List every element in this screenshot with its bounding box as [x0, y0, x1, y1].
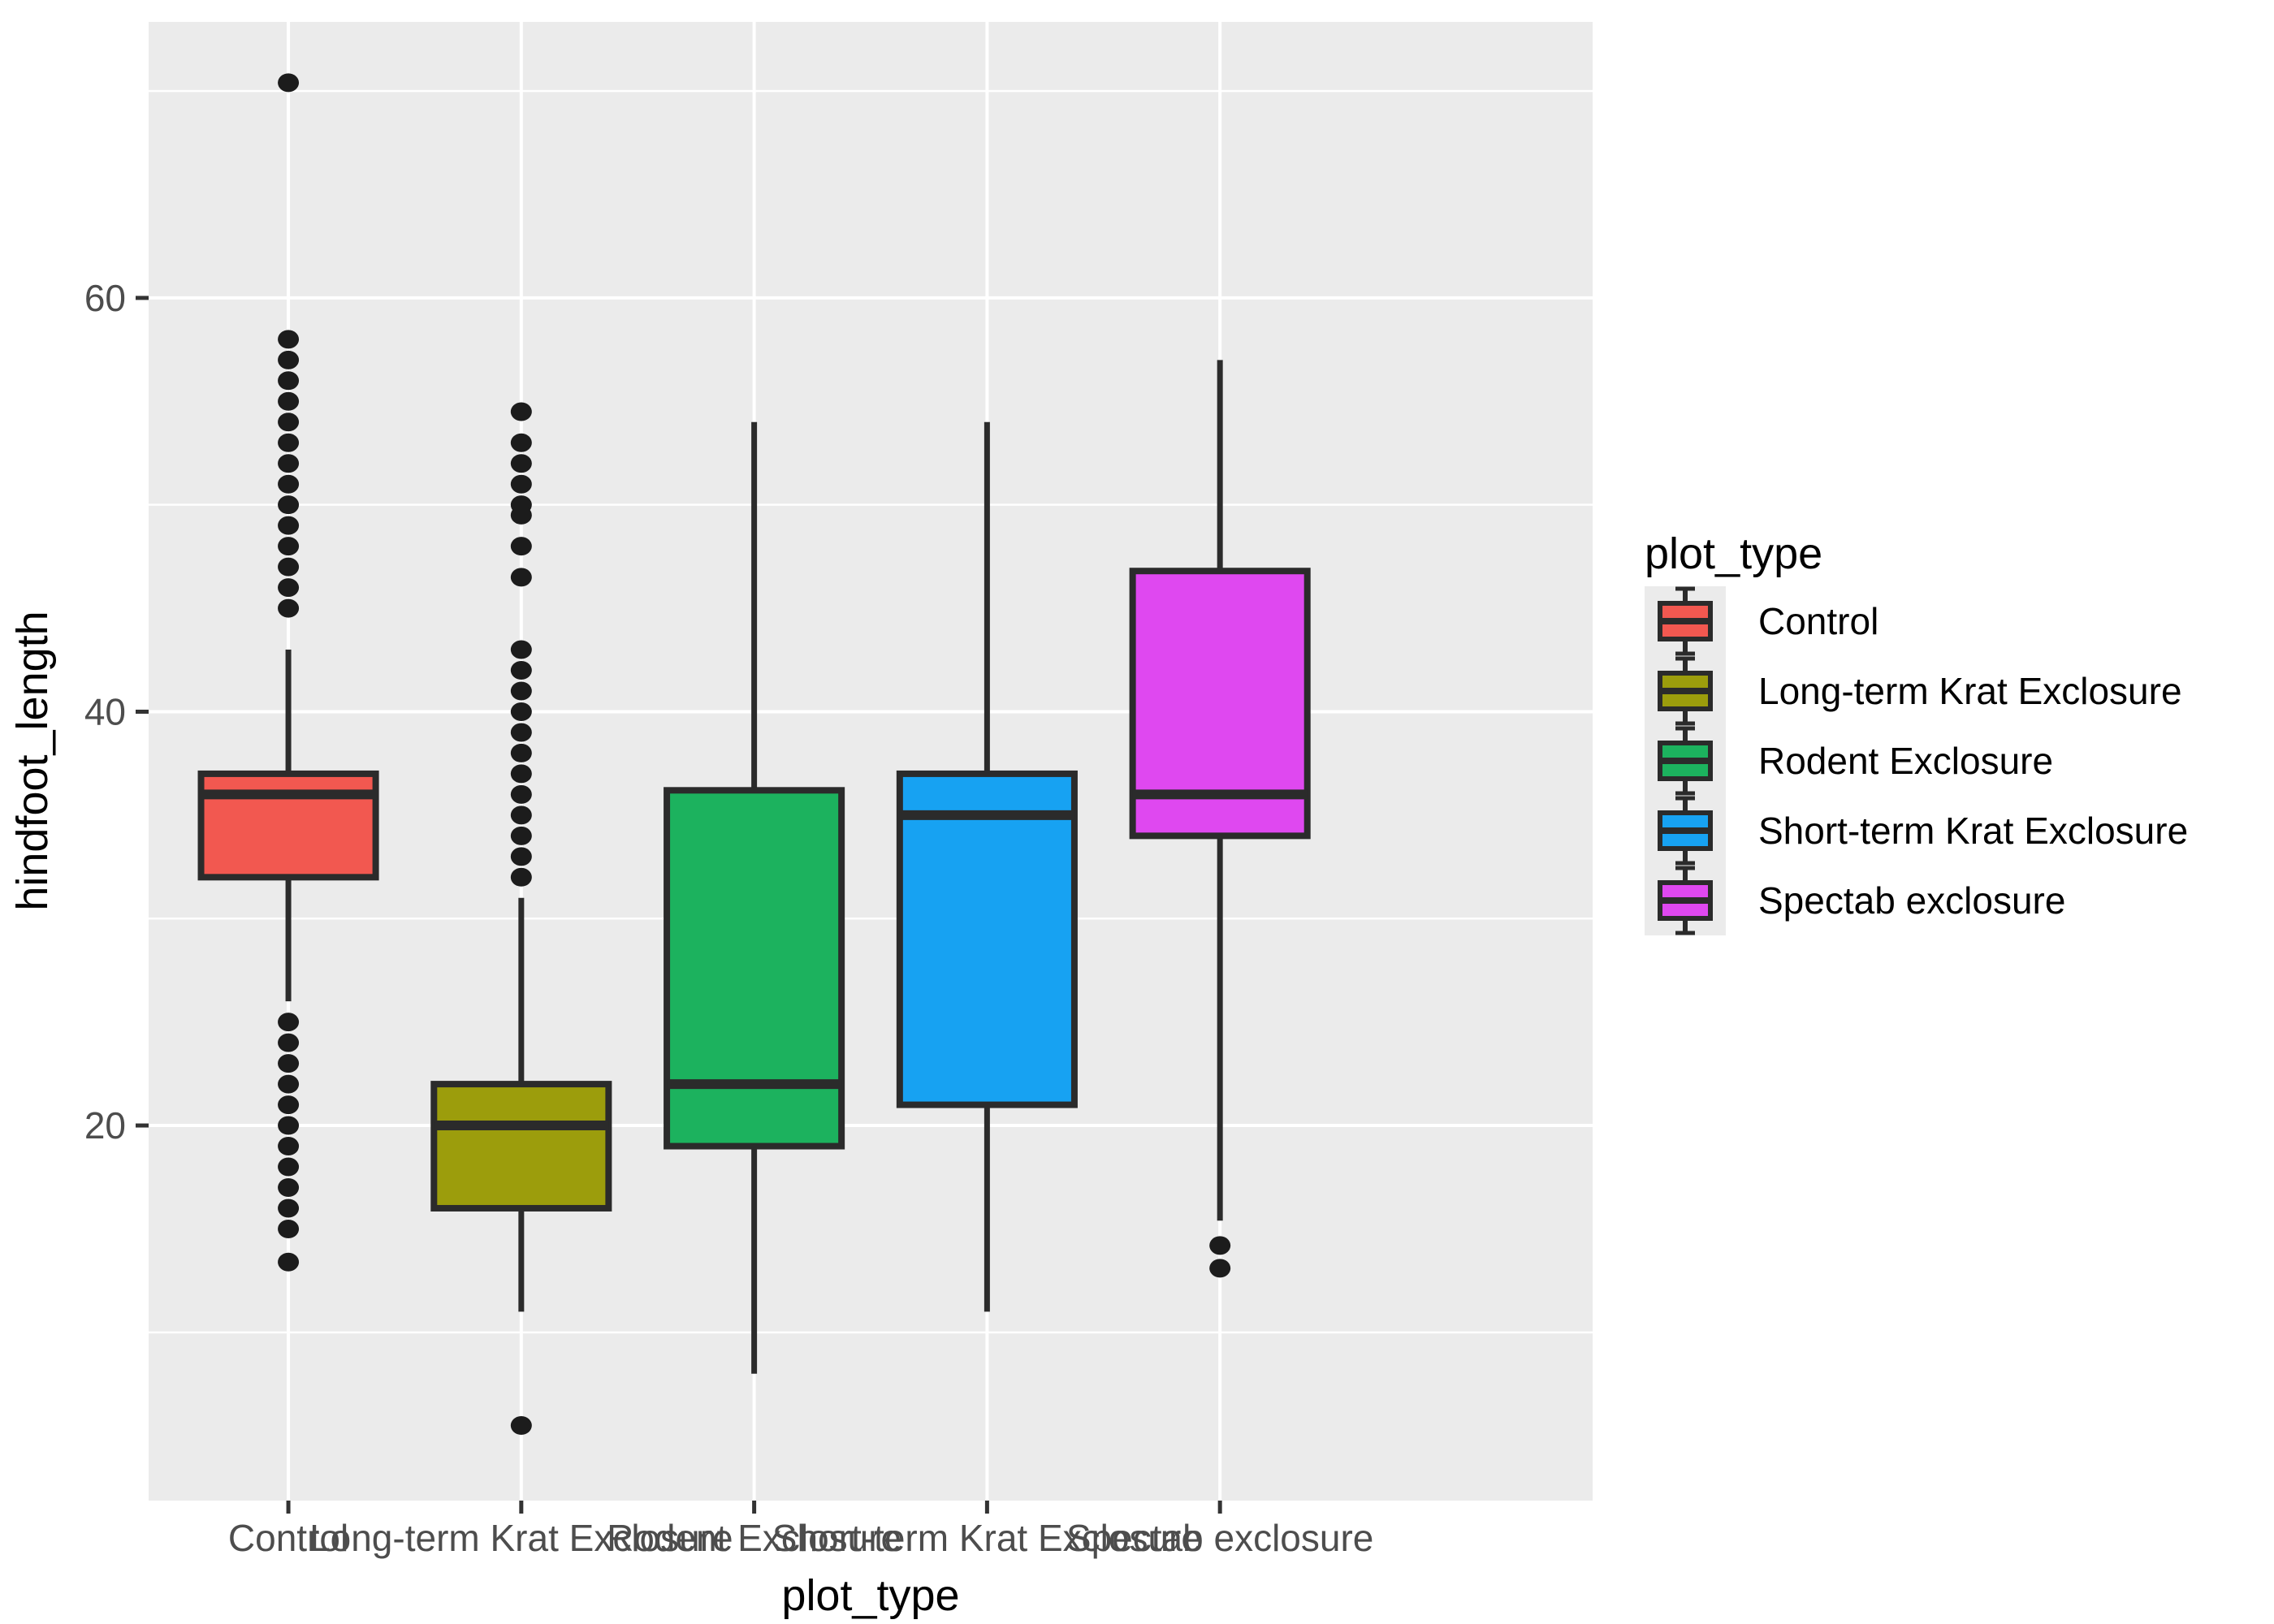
legend-label: Long-term Krat Exclosure [1758, 670, 2182, 712]
outlier-point [510, 402, 532, 421]
legend-label: Spectab exclosure [1758, 879, 2065, 922]
legend-item-spectab-exclosure: Spectab exclosure [1645, 866, 2065, 935]
outlier-point [510, 867, 532, 887]
outlier-point [510, 1416, 532, 1436]
outlier-point [278, 474, 300, 494]
x-tick-label: Short-term Krat Exclosure [772, 1517, 1202, 1559]
boxplot-short-term-krat-exclosure [896, 421, 1078, 1312]
y-tick-label: 60 [84, 277, 126, 319]
x-axis-title: plot_type [781, 1571, 959, 1620]
outlier-point [510, 764, 532, 784]
x-tick-label: Long-term Krat Exclosure [309, 1517, 733, 1559]
outlier-point [510, 702, 532, 721]
outlier-point [278, 1013, 300, 1032]
boxplot-spectab-exclosure [1129, 360, 1311, 1278]
outlier-point [278, 412, 300, 432]
x-tick-label: Spectab exclosure [1066, 1517, 1373, 1559]
legend-label: Short-term Krat Exclosure [1758, 810, 2188, 852]
outlier-point [510, 433, 532, 452]
boxplot-rodent-exclosure [664, 421, 845, 1374]
outlier-point [1209, 1259, 1231, 1278]
outlier-point [510, 454, 532, 473]
outlier-point [510, 806, 532, 825]
y-tick-label: 40 [84, 690, 126, 732]
legend-item-short-term-krat-exclosure: Short-term Krat Exclosure [1645, 796, 2188, 866]
outlier-point [278, 537, 300, 556]
outlier-point [278, 1137, 300, 1156]
outlier-point [278, 350, 300, 369]
iqr-box [664, 787, 845, 1150]
outlier-point [278, 578, 300, 598]
outlier-point [278, 1199, 300, 1218]
outlier-point [278, 330, 300, 349]
outlier-point [510, 826, 532, 845]
outlier-point [510, 505, 532, 525]
iqr-box [896, 770, 1078, 1108]
legend-item-control: Control [1645, 586, 1878, 656]
legend: Control Long-term Krat Exclosure Rodent Ex… [1645, 586, 2188, 935]
outlier-point [278, 516, 300, 535]
boxplots [197, 73, 1311, 1436]
outlier-point [510, 568, 532, 587]
x-tick-label: Control [228, 1517, 348, 1559]
legend-label: Control [1758, 600, 1878, 642]
outlier-point [1209, 1236, 1231, 1255]
outlier-point [510, 723, 532, 742]
boxplot-long-term-krat-exclosure [430, 402, 612, 1436]
outlier-point [278, 1177, 300, 1197]
outlier-point [510, 661, 532, 680]
y-tick-label: 20 [84, 1104, 126, 1147]
x-tick-label: Rodent Exclosure [607, 1517, 901, 1559]
plot-panel [149, 22, 1593, 1501]
outlier-point [278, 557, 300, 577]
boxplot-control [197, 73, 379, 1272]
outlier-point [278, 433, 300, 452]
iqr-box [197, 770, 379, 881]
outlier-point [278, 1033, 300, 1052]
outlier-point [510, 640, 532, 659]
outlier-point [278, 1054, 300, 1073]
outlier-point [278, 391, 300, 411]
outlier-point [278, 1095, 300, 1115]
outlier-point [510, 784, 532, 804]
iqr-box [430, 1081, 612, 1212]
outlier-point [278, 1219, 300, 1238]
legend-title: plot_type [1645, 529, 1822, 578]
outlier-point [278, 454, 300, 473]
outlier-point [278, 1157, 300, 1177]
legend-label: Rodent Exclosure [1758, 740, 2053, 782]
outlier-point [510, 743, 532, 762]
outlier-point [278, 1116, 300, 1135]
outlier-point [510, 474, 532, 494]
outlier-point [278, 598, 300, 618]
outlier-point [510, 537, 532, 556]
y-axis-title: hindfoot_length [8, 611, 57, 910]
outlier-point [510, 847, 532, 866]
outlier-point [278, 73, 300, 93]
outlier-point [278, 1252, 300, 1272]
legend-item-long-term-krat-exclosure: Long-term Krat Exclosure [1645, 656, 2182, 726]
outlier-point [278, 495, 300, 515]
legend-item-rodent-exclosure: Rodent Exclosure [1645, 726, 2053, 796]
outlier-point [278, 371, 300, 391]
outlier-point [278, 1074, 300, 1094]
outlier-point [510, 681, 532, 701]
